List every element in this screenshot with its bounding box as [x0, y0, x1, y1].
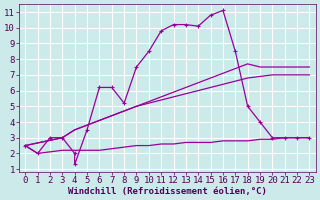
X-axis label: Windchill (Refroidissement éolien,°C): Windchill (Refroidissement éolien,°C) [68, 187, 267, 196]
